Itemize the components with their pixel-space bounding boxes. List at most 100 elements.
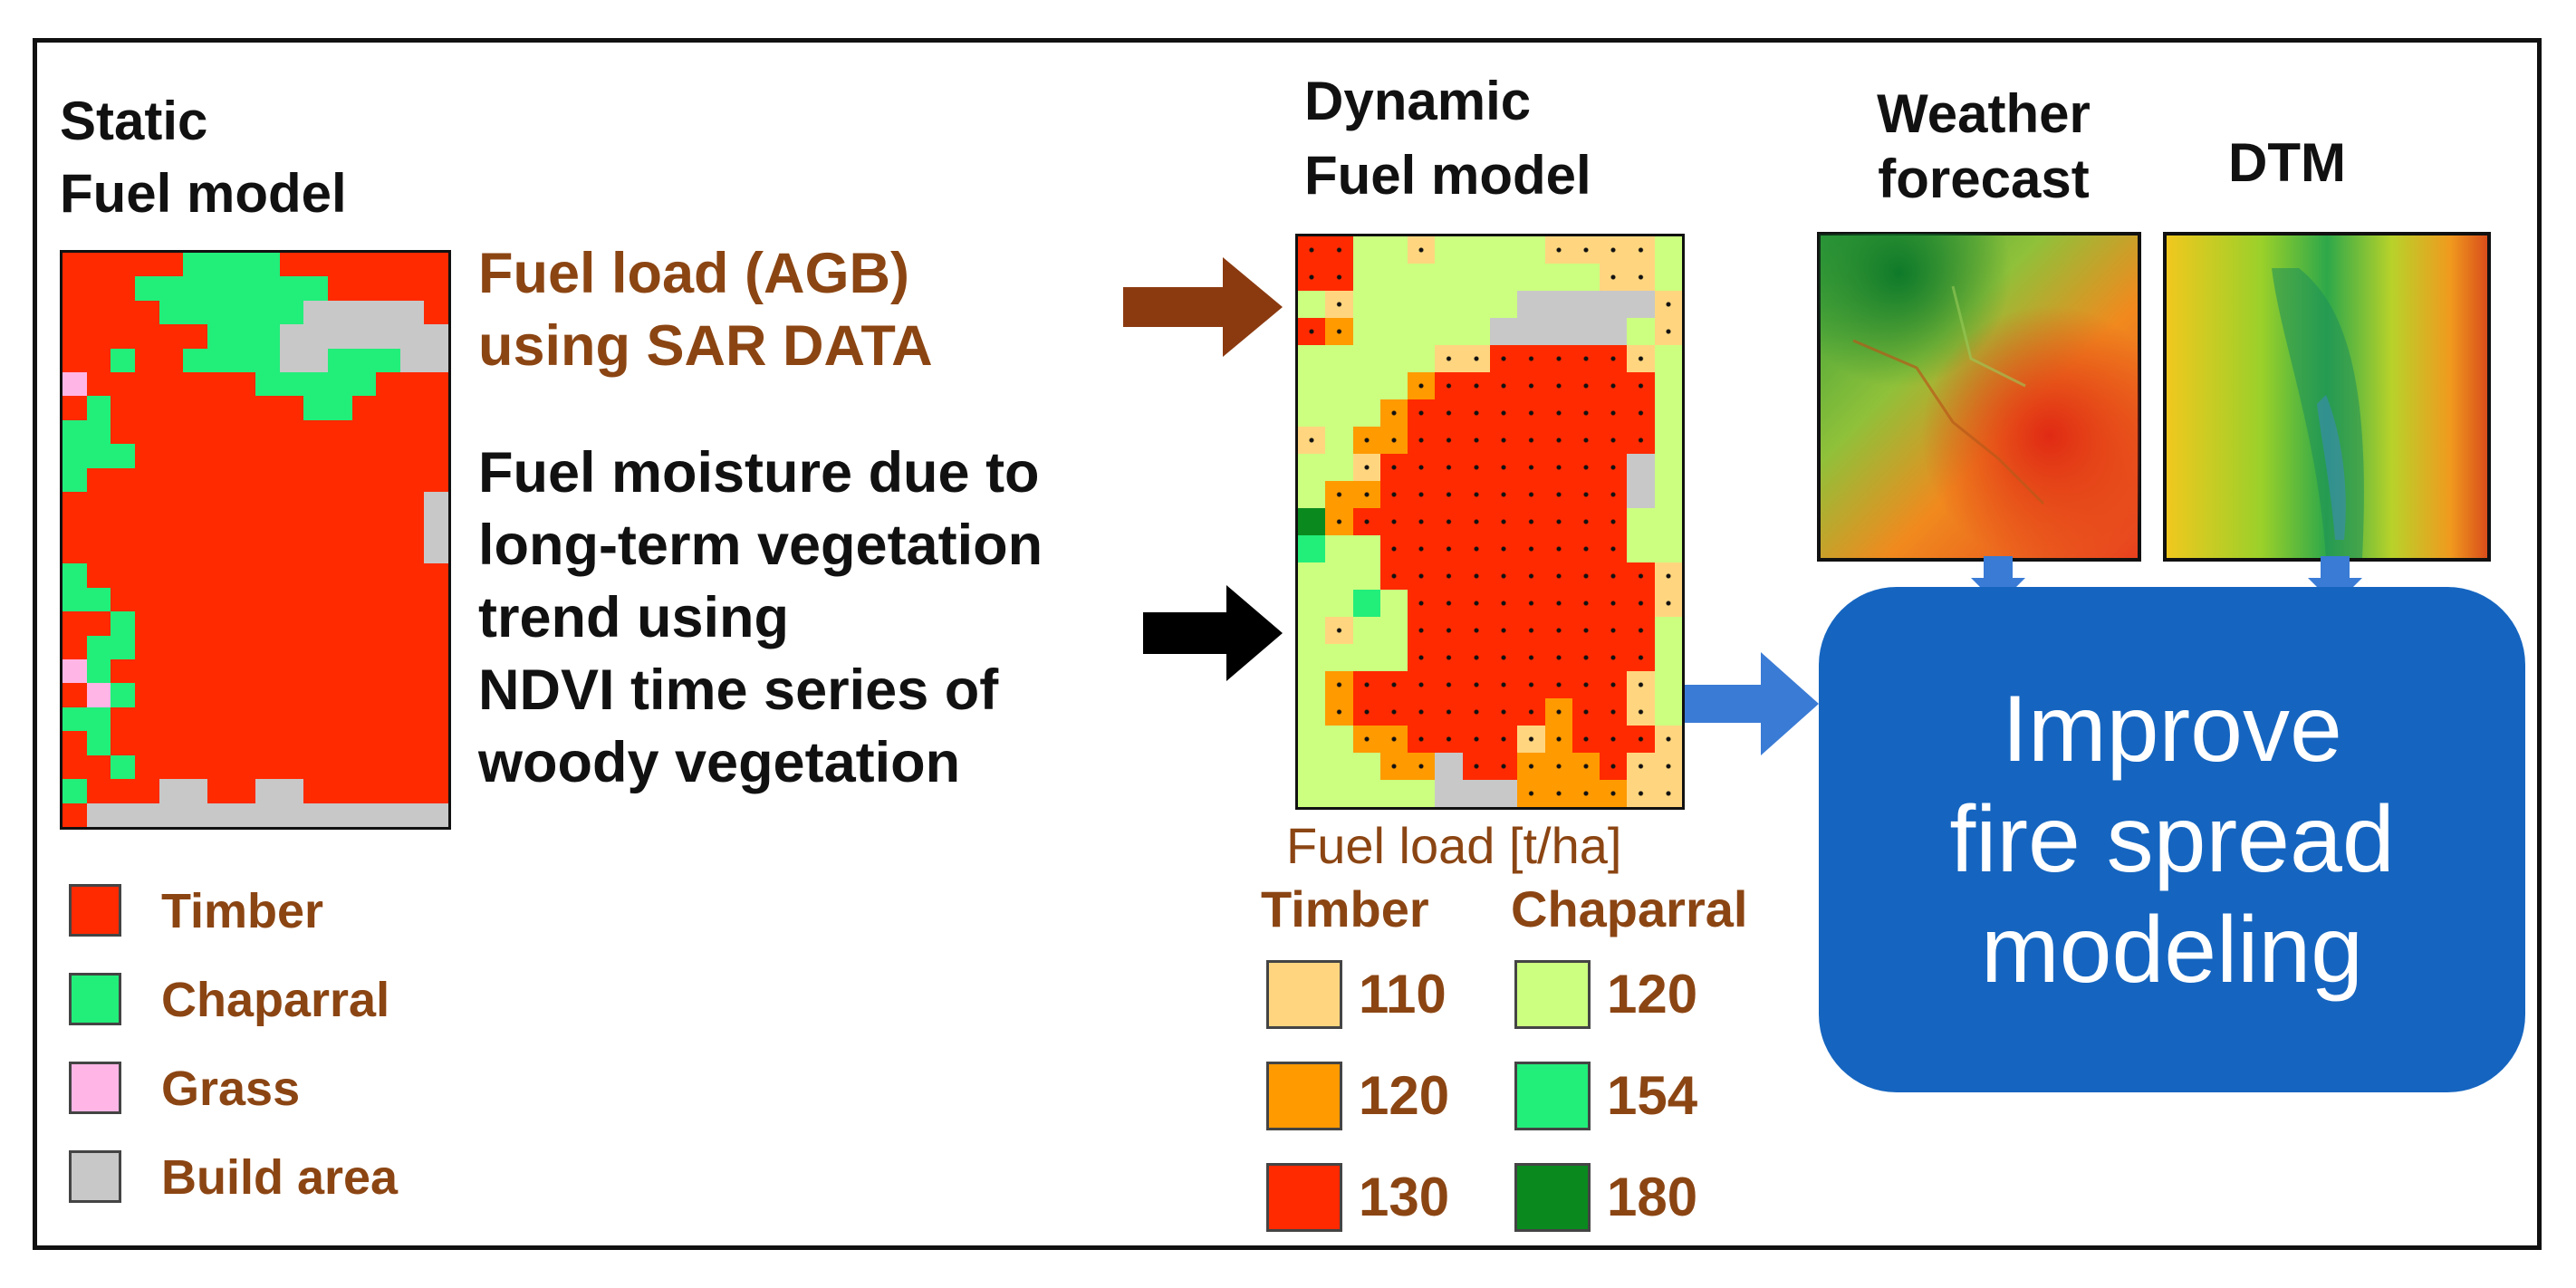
dynamic-map-cell [1298, 726, 1326, 753]
dynamic-map-cell [1462, 644, 1490, 671]
dynamic-map-cell [1298, 264, 1326, 291]
static-map-cell [424, 539, 448, 564]
static-map-cell [255, 444, 280, 468]
legend-label-grass: Grass [161, 1062, 301, 1116]
dynamic-map-cell [1462, 562, 1490, 590]
static-map-cell [207, 779, 232, 803]
static-map-cell [279, 348, 304, 373]
dynamic-map-cell [1517, 671, 1545, 698]
timber-header: Timber [1261, 880, 1429, 937]
dynamic-map-cell [1435, 236, 1463, 264]
static-map-cell [183, 539, 207, 564]
dynamic-map-cell [1408, 698, 1436, 726]
dynamic-map-cell [1517, 617, 1545, 644]
dynamic-map-cell [1544, 454, 1572, 481]
dynamic-map-cell [1325, 780, 1353, 807]
static-map-cell [255, 563, 280, 588]
static-map-cell [376, 731, 400, 755]
static-map-cell [231, 706, 255, 732]
static-map-cell [159, 611, 184, 636]
static-map-cell [207, 755, 232, 780]
static-map-cell [255, 348, 280, 373]
chaparral-swatch-154 [1514, 1062, 1591, 1130]
static-map-cell [255, 276, 280, 301]
dynamic-map-cell [1435, 481, 1463, 508]
dynamic-map-cell [1490, 535, 1518, 562]
static-map-cell [111, 372, 135, 397]
dynamic-map-cell [1654, 535, 1682, 562]
dynamic-map-cell [1654, 236, 1682, 264]
static-map-cell [327, 372, 352, 397]
static-map-cell [62, 276, 87, 301]
dynamic-map-cell [1352, 562, 1380, 590]
static-title: Static Fuel model [60, 89, 347, 226]
legend-label-timber: Timber [161, 884, 324, 938]
dynamic-map-cell [1600, 698, 1628, 726]
static-map-cell [207, 803, 232, 827]
static-map-cell [327, 444, 352, 468]
dynamic-map-cell [1627, 726, 1655, 753]
dynamic-map-cell [1379, 698, 1408, 726]
static-map-cell [399, 731, 425, 755]
static-map-cell [376, 419, 400, 445]
static-map-cell [424, 755, 448, 780]
dynamic-map-cell [1408, 481, 1436, 508]
dynamic-map-cell [1408, 427, 1436, 454]
static-map-cell [207, 563, 232, 588]
legend-swatch-timber [69, 884, 121, 937]
static-map-cell [279, 419, 304, 445]
static-map-cell [279, 683, 304, 707]
static-map-cell [279, 276, 304, 301]
static-map-cell [231, 539, 255, 564]
static-map-cell [183, 706, 207, 732]
fuel-load-line1: Fuel load (AGB) [478, 242, 909, 305]
static-map-cell [255, 635, 280, 660]
dynamic-map-cell [1408, 236, 1436, 264]
static-map-cell [134, 324, 159, 349]
static-map-cell [255, 372, 280, 397]
static-map-cell [111, 587, 135, 612]
dynamic-map-cell [1379, 508, 1408, 535]
dynamic-map-cell [1298, 753, 1326, 780]
static-map-cell [183, 253, 207, 277]
dynamic-map-cell [1517, 508, 1545, 535]
static-map-cell [86, 372, 111, 397]
dynamic-map-cell [1352, 481, 1380, 508]
dynamic-map-cell [1654, 372, 1682, 399]
dynamic-map-cell [1600, 481, 1628, 508]
dynamic-map-cell [1600, 427, 1628, 454]
static-map-cell [351, 444, 377, 468]
legend-label-chaparral: Chaparral [161, 973, 390, 1027]
static-map-cell [424, 635, 448, 660]
weather-forecast-map [1817, 232, 2141, 562]
dynamic-map-cell [1462, 318, 1490, 345]
static-map-cell [351, 539, 377, 564]
dynamic-map-cell [1325, 617, 1353, 644]
dynamic-map-cell [1517, 345, 1545, 372]
static-map-cell [399, 779, 425, 803]
dynamic-map-cell [1517, 427, 1545, 454]
static-map-cell [303, 731, 328, 755]
static-map-cell [134, 444, 159, 468]
static-map-cell [255, 324, 280, 349]
static-map-cell [183, 635, 207, 660]
improve-line3: modeling [1980, 898, 2364, 1003]
dynamic-map-cell [1544, 291, 1572, 318]
static-map-cell [134, 372, 159, 397]
timber-value-120: 120 [1359, 1065, 1450, 1126]
dynamic-map-cell [1517, 481, 1545, 508]
static-map-cell [351, 731, 377, 755]
dynamic-map-cell [1600, 345, 1628, 372]
dynamic-map-cell [1517, 590, 1545, 617]
dynamic-map-cell [1379, 726, 1408, 753]
dynamic-map-cell [1408, 617, 1436, 644]
static-map-cell [207, 372, 232, 397]
static-map-cell [207, 683, 232, 707]
static-map-cell [303, 253, 328, 277]
static-map-cell [399, 348, 425, 373]
dynamic-map-cell [1544, 535, 1572, 562]
dynamic-map-cell [1408, 454, 1436, 481]
static-map-cell [327, 587, 352, 612]
static-map-cell [159, 587, 184, 612]
dynamic-map-cell [1379, 345, 1408, 372]
